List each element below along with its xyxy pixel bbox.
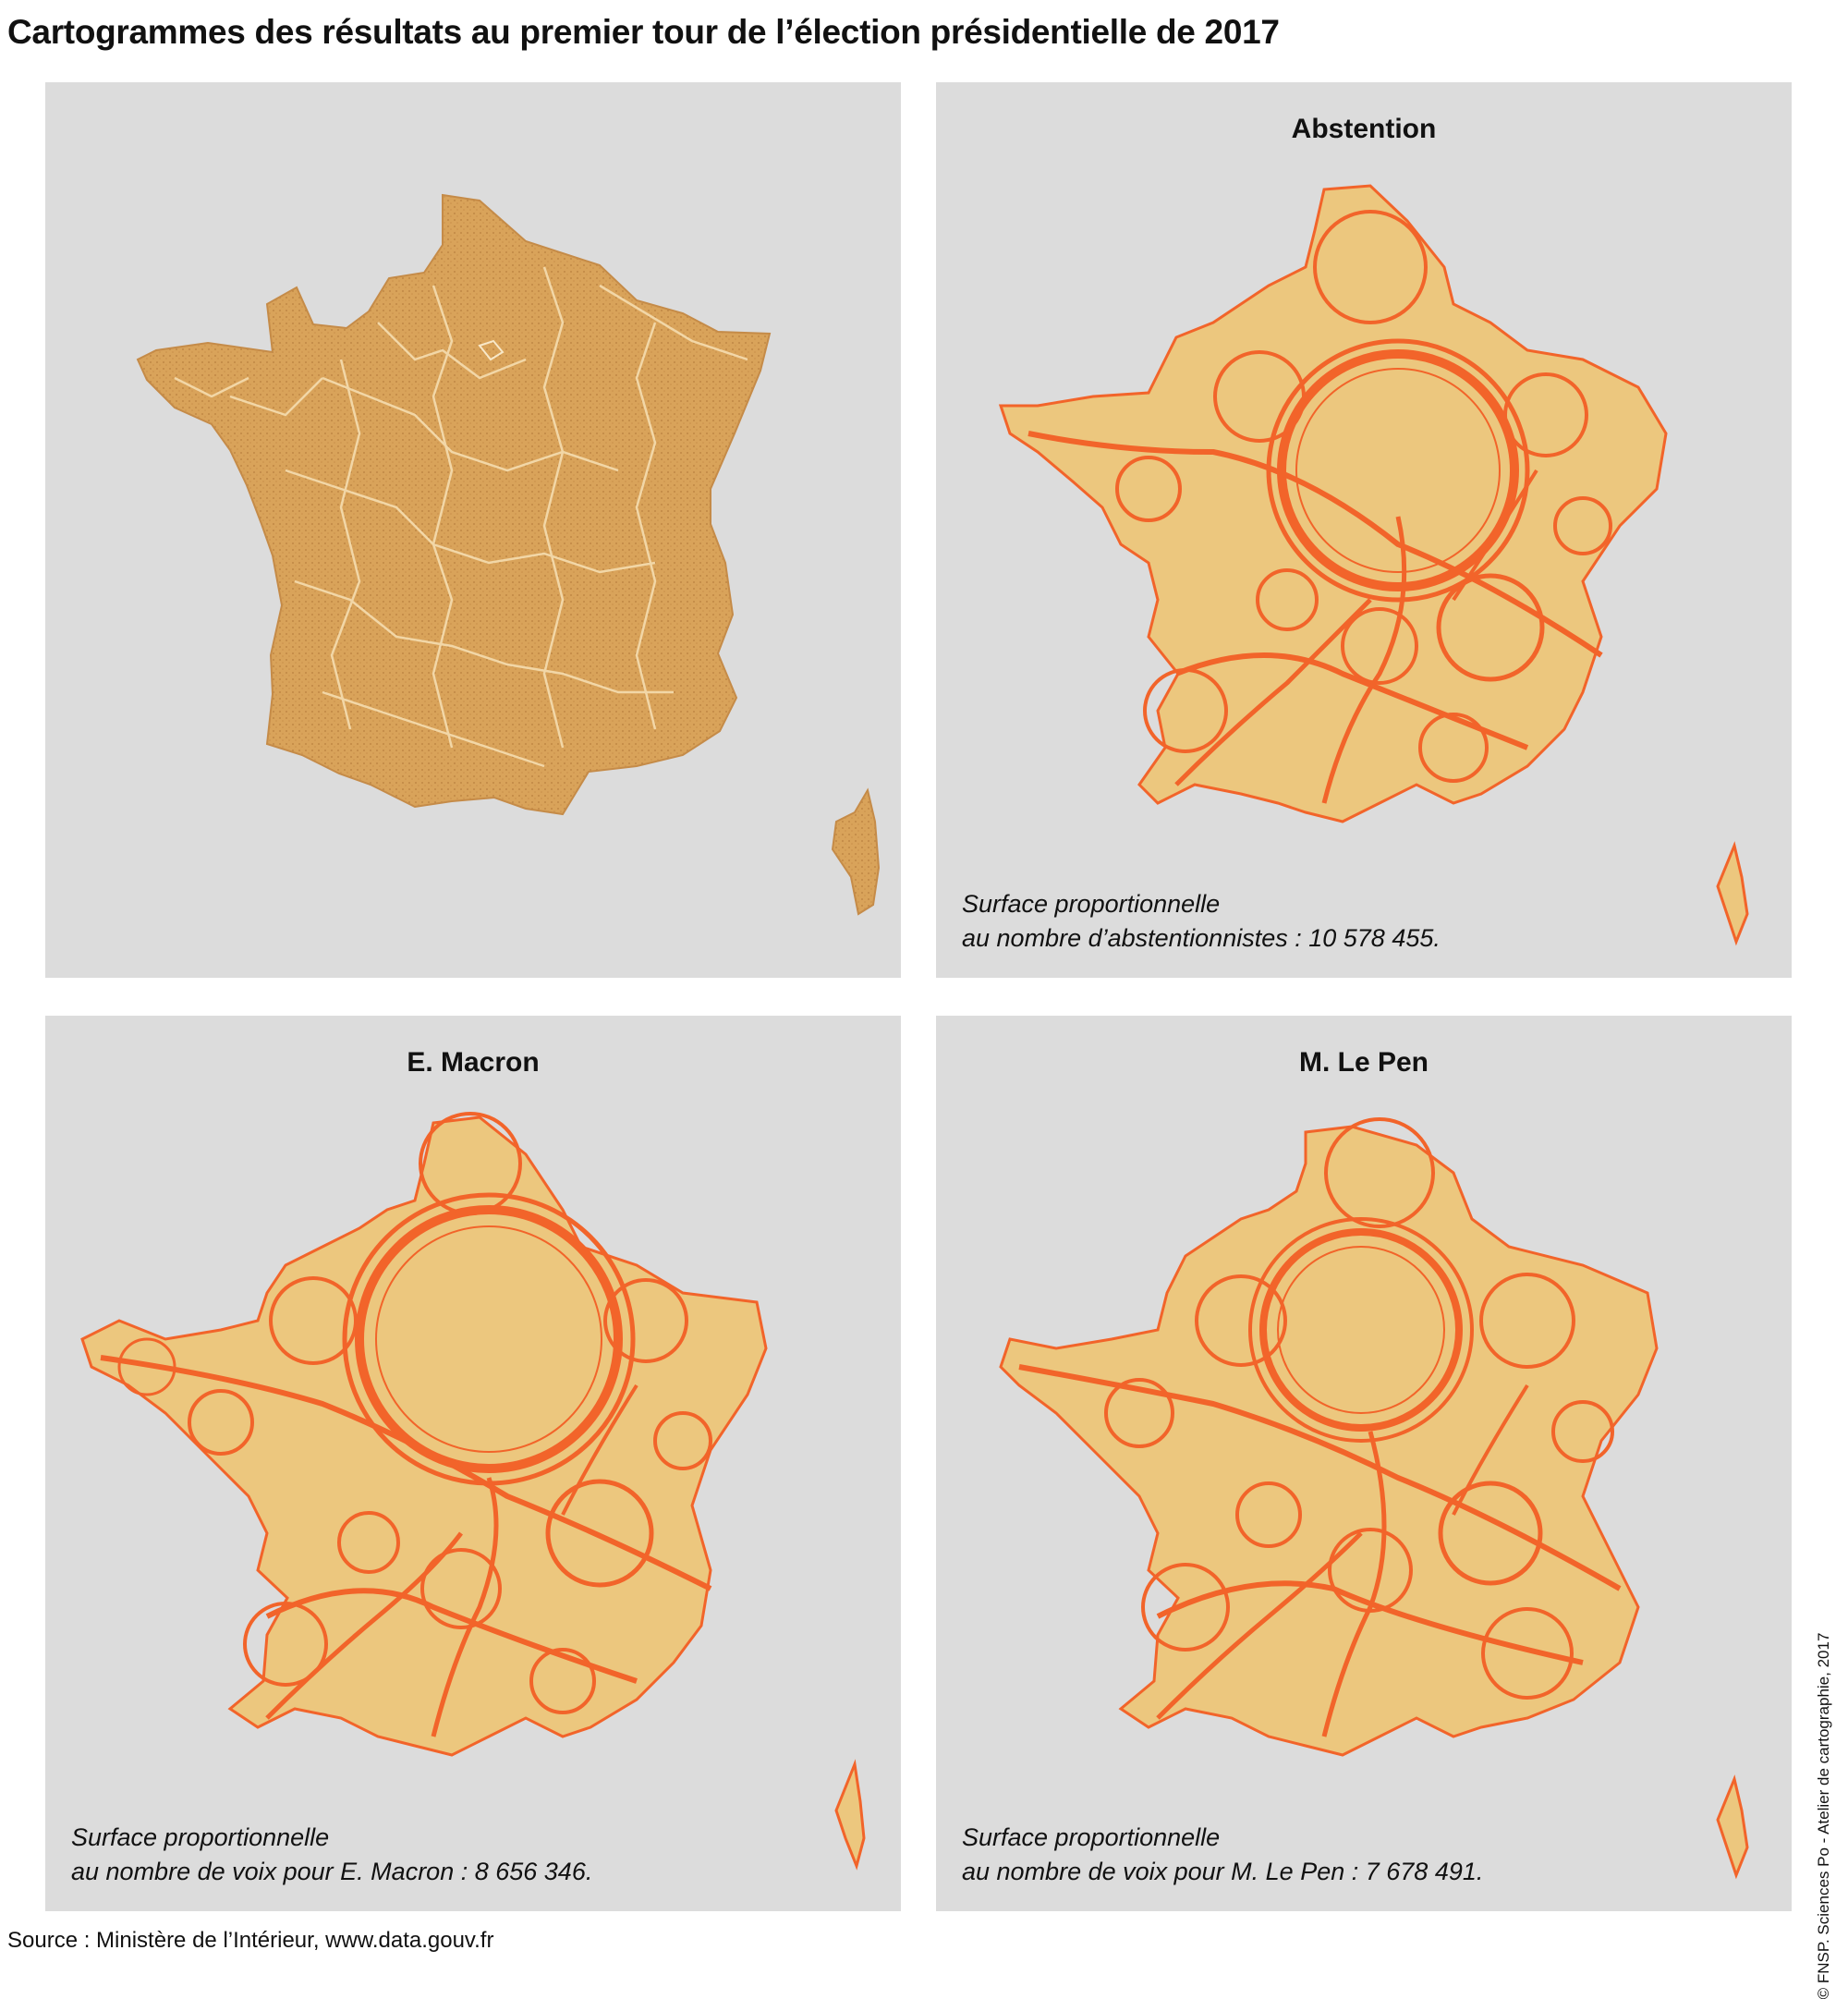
page-title: Cartogrammes des résultats au premier to… bbox=[7, 13, 1280, 51]
caption-abstention-line2: au nombre d’abstentionnistes : 10 578 45… bbox=[962, 924, 1441, 952]
caption-abstention-line1: Surface proportionnelle bbox=[962, 890, 1221, 918]
credit-text: © FNSP. Sciences Po - Atelier de cartogr… bbox=[1815, 1632, 1832, 1999]
panel-lepen: M. Le Pen Surface proportio bbox=[936, 1016, 1792, 1911]
panel-title-abstention: Abstention bbox=[1291, 114, 1437, 144]
source-note: Source : Ministère de l’Intérieur, www.d… bbox=[7, 1928, 494, 1953]
cartogram-abstention-boundaries bbox=[1027, 210, 1612, 804]
caption-lepen: Surface proportionnelle au nombre de voi… bbox=[962, 1821, 1483, 1889]
caption-lepen-line2: au nombre de voix pour M. Le Pen : 7 678… bbox=[962, 1858, 1484, 1885]
cartogram-lepen-shape bbox=[999, 1125, 1749, 1880]
panel-reference-map bbox=[45, 82, 901, 978]
panel-title-lepen: M. Le Pen bbox=[1298, 1047, 1429, 1078]
panel-abstention: Abstention Surface proporti bbox=[936, 82, 1792, 978]
cartogram-abstention bbox=[998, 184, 1749, 946]
caption-macron: Surface proportionnelle au nombre de voi… bbox=[71, 1821, 592, 1889]
cartogram-abstention-shape bbox=[998, 184, 1749, 946]
department-borders bbox=[174, 266, 748, 768]
caption-lepen-line1: Surface proportionnelle bbox=[962, 1823, 1221, 1851]
caption-macron-line2: au nombre de voix pour E. Macron : 8 656… bbox=[71, 1858, 593, 1885]
paris-region-outline bbox=[478, 339, 505, 361]
cartogram-lepen-boundaries bbox=[1018, 1117, 1622, 1737]
cartogram-macron-boundaries bbox=[100, 1112, 712, 1737]
corsica-shape bbox=[831, 787, 881, 916]
corsica-abstention bbox=[1716, 841, 1749, 946]
panel-macron: E. Macron Surface pr bbox=[45, 1016, 901, 1911]
france-reference-map bbox=[136, 193, 881, 916]
caption-abstention: Surface proportionnelle au nombre d’abst… bbox=[962, 887, 1441, 956]
france-mainland-shape bbox=[136, 193, 772, 816]
panel-title-macron: E. Macron bbox=[407, 1047, 540, 1078]
cartogram-macron-shape bbox=[80, 1115, 866, 1871]
corsica-lepen bbox=[1716, 1774, 1749, 1880]
cartogram-macron bbox=[80, 1112, 866, 1871]
credit-note: © FNSP. Sciences Po - Atelier de cartogr… bbox=[1813, 1633, 1835, 1999]
corsica-macron bbox=[834, 1759, 866, 1871]
caption-macron-line1: Surface proportionnelle bbox=[71, 1823, 330, 1851]
cartogram-lepen bbox=[999, 1117, 1749, 1880]
